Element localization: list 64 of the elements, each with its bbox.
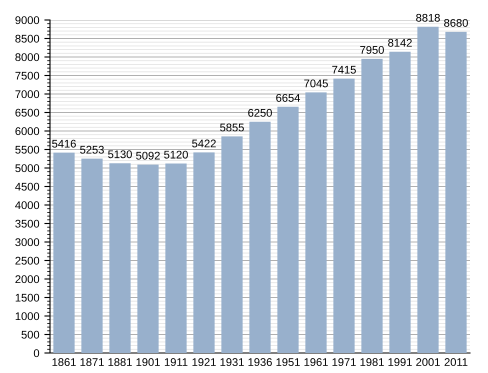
bar — [333, 78, 355, 353]
x-tick-label: 1901 — [136, 358, 160, 366]
x-tick-label: 1981 — [360, 358, 384, 366]
y-tick-label: 6000 — [15, 127, 40, 136]
x-tick-label: 2001 — [416, 358, 440, 366]
bar — [53, 152, 75, 353]
bar — [109, 163, 131, 353]
bar — [445, 32, 467, 353]
bar — [305, 92, 327, 353]
bar — [277, 106, 299, 353]
y-tick-label: 500 — [21, 330, 40, 339]
x-tick-label: 1931 — [220, 358, 244, 366]
data-label: 8142 — [388, 38, 412, 47]
bar — [389, 52, 411, 353]
y-tick-label: 1500 — [16, 294, 40, 302]
data-label: 7950 — [360, 46, 384, 54]
x-tick-label: 1936 — [248, 358, 272, 366]
data-label: 5120 — [164, 150, 188, 159]
data-label: 6654 — [276, 94, 300, 102]
x-tick-label: 1951 — [276, 358, 300, 366]
data-label: 5130 — [108, 150, 132, 158]
y-tick-label: 7500 — [15, 72, 40, 80]
x-tick-label: 1881 — [108, 358, 132, 366]
y-tick-label: 8000 — [15, 53, 40, 62]
y-tick-label: 4000 — [15, 201, 40, 210]
data-label: 5092 — [136, 152, 160, 160]
y-tick-label: 2000 — [15, 275, 40, 284]
data-label: 8680 — [444, 19, 468, 27]
x-tick-label: 1971 — [332, 358, 356, 366]
y-tick-label: 6500 — [15, 108, 40, 117]
y-tick-label: 8500 — [15, 34, 40, 43]
bar — [165, 164, 187, 353]
y-tick-label: 4500 — [15, 182, 40, 191]
data-label: 5253 — [80, 146, 104, 154]
data-label: 8818 — [416, 14, 440, 22]
x-tick-label: 1911 — [164, 358, 188, 366]
bar — [137, 164, 159, 353]
data-label: 6250 — [248, 108, 272, 117]
y-tick-label: 3000 — [15, 238, 40, 246]
bar — [249, 122, 271, 353]
bar — [221, 136, 243, 353]
x-tick-label: 1871 — [80, 358, 104, 366]
y-tick-label: 3500 — [15, 220, 40, 228]
y-tick-label: 5000 — [15, 164, 40, 172]
x-tick-label: 2011 — [444, 358, 468, 366]
bar — [81, 158, 103, 353]
y-tick-label: 1000 — [16, 312, 40, 320]
x-tick-label: 1861 — [52, 358, 76, 366]
data-label: 7045 — [304, 79, 328, 88]
x-tick-label: 1921 — [192, 358, 216, 366]
data-label: 5416 — [52, 140, 76, 148]
y-tick-label: 0 — [34, 349, 40, 358]
bar — [361, 58, 383, 353]
x-tick-label: 1961 — [304, 358, 328, 366]
data-label: 5422 — [192, 140, 216, 148]
bar — [417, 26, 439, 353]
y-tick-label: 9000 — [15, 16, 40, 24]
y-tick-label: 7000 — [15, 90, 40, 98]
data-label: 5855 — [220, 124, 244, 132]
y-tick-label: 5500 — [15, 146, 40, 154]
y-tick-label: 2500 — [15, 256, 40, 265]
bar — [193, 152, 215, 353]
x-tick-label: 1991 — [388, 358, 412, 366]
data-label: 7415 — [332, 66, 356, 74]
